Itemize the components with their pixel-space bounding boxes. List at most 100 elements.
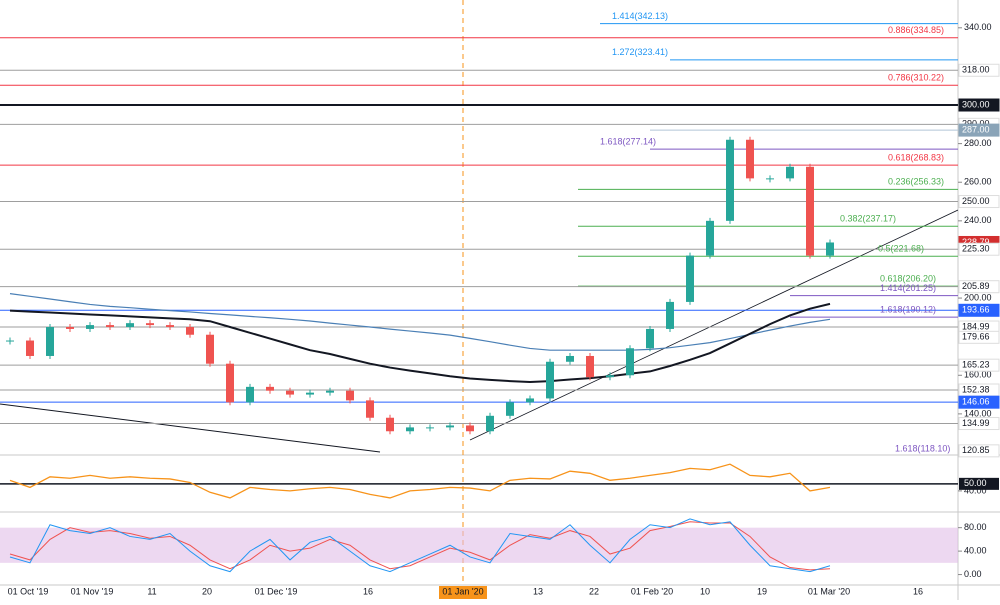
- candle: [406, 427, 414, 432]
- stoch-k: [9, 518, 831, 573]
- price-label: 179.66: [962, 332, 990, 342]
- price-label: 152.38: [962, 384, 990, 394]
- x-tick-label: 01 Nov '19: [71, 586, 114, 596]
- price-label-box: [958, 242, 1000, 256]
- candle: [786, 166, 794, 179]
- x-tick-label: 19: [757, 586, 767, 596]
- x-tick-label: 20: [202, 586, 212, 596]
- candle: [6, 340, 14, 342]
- y-tick-label: 260.00: [964, 177, 992, 187]
- price-label-box: [958, 123, 1000, 137]
- candle: [806, 166, 814, 256]
- candle: [586, 355, 594, 378]
- candle: [546, 361, 554, 399]
- y-tick-label: 340.00: [964, 22, 992, 32]
- trendline: [0, 403, 381, 453]
- fib-label: 0.236(256.33): [888, 177, 944, 187]
- rsi-tick-label: 50.00: [964, 478, 987, 488]
- candle: [686, 255, 694, 302]
- fib-label: 1.618(277.14): [600, 137, 656, 147]
- candle: [46, 327, 54, 356]
- y-tick-label: 160.00: [964, 370, 992, 380]
- y-tick-label: 140.00: [964, 408, 992, 418]
- candle: [566, 355, 574, 362]
- candle: [106, 325, 114, 328]
- price-label: 250.00: [962, 196, 990, 206]
- candle: [606, 375, 614, 378]
- moving-average: [9, 302, 831, 384]
- x-tick-label: 01 Jan '20: [442, 586, 483, 596]
- stoch-tick-label: 0.00: [964, 569, 982, 579]
- x-tick-label: 13: [533, 586, 543, 596]
- fib-label: 0.382(237.17): [840, 214, 896, 224]
- candle: [326, 390, 334, 393]
- y-tick-label: 280.00: [964, 138, 992, 148]
- date-highlight: [439, 586, 487, 599]
- candle: [226, 363, 234, 403]
- candle: [146, 323, 154, 326]
- candle: [766, 178, 774, 180]
- price-label-box: [958, 417, 1000, 431]
- candle: [206, 334, 214, 364]
- trendline: [469, 209, 958, 441]
- fib-label: 0.786(310.22): [888, 73, 944, 83]
- price-label-box: [958, 303, 1000, 317]
- candle: [386, 417, 394, 432]
- candle: [466, 425, 474, 432]
- x-tick-label: 01 Mar '20: [808, 586, 850, 596]
- candle: [246, 386, 254, 403]
- x-tick-label: 10: [700, 586, 710, 596]
- price-label: 205.89: [962, 281, 990, 291]
- candle: [166, 325, 174, 328]
- x-tick-label: 16: [913, 586, 923, 596]
- x-tick-label: 01 Oct '19: [8, 586, 49, 596]
- price-label-box: [958, 358, 1000, 372]
- candle: [426, 427, 434, 429]
- fib-label: 0.886(334.85): [888, 25, 944, 35]
- price-label: 318.00: [962, 65, 990, 75]
- candle: [286, 390, 294, 395]
- candle: [706, 220, 714, 256]
- candle: [126, 323, 134, 328]
- stoch-tick-label: 40.00: [964, 545, 987, 555]
- fib-label: 1.414(342.13): [612, 11, 668, 21]
- price-label: 225.30: [962, 244, 990, 254]
- x-tick-label: 16: [363, 586, 373, 596]
- candle: [306, 392, 314, 395]
- rsi-label-box: [959, 477, 999, 490]
- stoch-d: [9, 521, 831, 571]
- y-tick-label: 240.00: [964, 215, 992, 225]
- price-label-box: [958, 444, 1000, 458]
- stoch-band: [0, 527, 958, 563]
- candle: [86, 325, 94, 329]
- price-label: 287.00: [962, 124, 990, 134]
- price-label: 184.99: [962, 321, 990, 331]
- price-label: 193.66: [962, 305, 990, 315]
- candle: [666, 301, 674, 329]
- stoch-tick-label: 80.00: [964, 522, 987, 532]
- moving-average: [9, 293, 831, 351]
- fib-label: 1.272(323.41): [612, 47, 668, 57]
- fib-label: 1.414(201.25): [880, 283, 936, 293]
- fib-label: 0.5(221.68): [878, 244, 924, 254]
- x-tick-label: 22: [589, 586, 599, 596]
- price-label: 146.06: [962, 397, 990, 407]
- fib-label: 0.618(268.83): [888, 153, 944, 163]
- candle: [346, 390, 354, 401]
- rsi-line: [9, 463, 831, 499]
- price-label-box: [958, 195, 1000, 209]
- trendlines: [0, 209, 958, 453]
- fib-label: 1.618(190.12): [880, 305, 936, 315]
- price-label: 228.79: [962, 237, 990, 247]
- price-label-box: [958, 395, 1000, 409]
- price-label-box: [958, 63, 1000, 77]
- candle: [446, 425, 454, 428]
- candle: [506, 402, 514, 416]
- y-tick-label: 200.00: [964, 292, 992, 302]
- price-label: 120.85: [962, 445, 990, 455]
- candle: [186, 327, 194, 335]
- candle: [726, 139, 734, 221]
- price-label: 165.23: [962, 360, 990, 370]
